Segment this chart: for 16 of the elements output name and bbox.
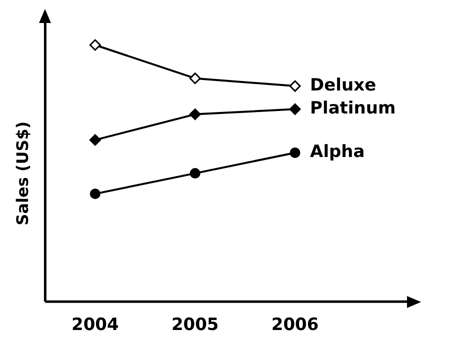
- point: [189, 72, 201, 84]
- point: [189, 108, 201, 120]
- series-label: Alpha: [310, 142, 365, 162]
- series-label: Deluxe: [310, 75, 376, 96]
- point: [190, 168, 200, 179]
- x-tick-label: 2005: [171, 315, 219, 336]
- point: [89, 134, 101, 146]
- y-axis-title: Sales (US$): [12, 121, 32, 226]
- x-tick-label: 2006: [271, 315, 319, 336]
- x-tick-label: 2004: [72, 315, 119, 336]
- point: [289, 80, 301, 92]
- point: [89, 39, 101, 51]
- point: [289, 103, 301, 115]
- series-label: Platinum: [310, 98, 396, 119]
- point: [290, 148, 300, 158]
- point: [90, 188, 100, 200]
